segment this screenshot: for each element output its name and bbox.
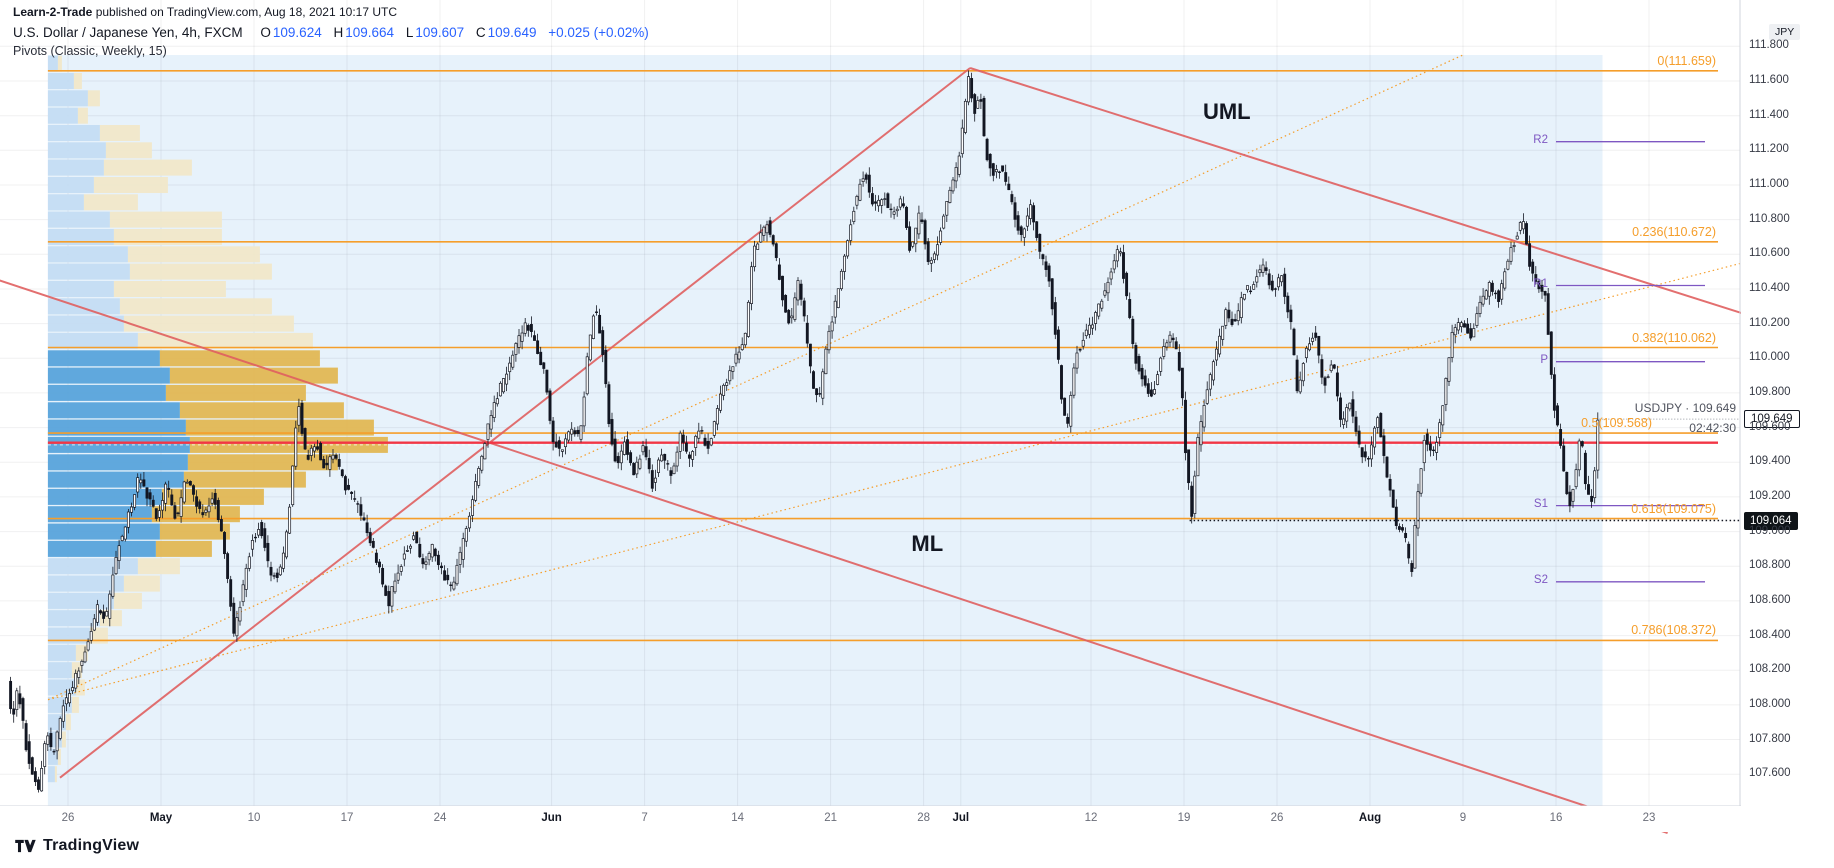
price-tick-label: 109.400 bbox=[1749, 455, 1791, 468]
close-value: 109.649 bbox=[487, 25, 537, 40]
open-label: O bbox=[260, 25, 271, 40]
close-label: C bbox=[475, 25, 486, 40]
price-tick-label: 110.000 bbox=[1749, 351, 1790, 364]
time-tick-label: 24 bbox=[433, 812, 447, 824]
price-line-price: 109.649 bbox=[1692, 401, 1736, 416]
price-tick-label: 111.600 bbox=[1749, 74, 1789, 86]
price-tick-label: 110.200 bbox=[1749, 316, 1790, 329]
time-tick-label: 26 bbox=[61, 812, 75, 824]
publish-bar: Learn-2-Trade published on TradingView.c… bbox=[13, 5, 397, 19]
publish-info: published on TradingView.com, Aug 18, 20… bbox=[92, 5, 398, 19]
symbol-legend: U.S. Dollar / Japanese Yen, 4h, FXCM O 10… bbox=[13, 25, 657, 40]
change-value: +0.025 (+0.02%) bbox=[548, 25, 649, 40]
price-scale[interactable]: JPY 109.064 109.649 111.800 111.600 111.40… bbox=[1741, 0, 1834, 832]
symbol-title: U.S. Dollar / Japanese Yen, 4h, FXCM bbox=[13, 25, 243, 40]
open-value: 109.624 bbox=[272, 25, 322, 40]
price-tick-label: 109.000 bbox=[1749, 524, 1791, 537]
low-label: L bbox=[405, 25, 414, 40]
footer: TradingView bbox=[14, 836, 139, 856]
price-line-label: USDJPY · 109.649 bbox=[1635, 401, 1736, 415]
price-tick-label: 108.400 bbox=[1749, 628, 1791, 641]
indicator-legend: Pivots (Classic, Weekly, 15) bbox=[13, 44, 167, 58]
price-tick-label: 111.400 bbox=[1749, 108, 1789, 121]
time-tick-label: 21 bbox=[824, 812, 837, 824]
price-tick-label: 109.200 bbox=[1749, 489, 1791, 502]
price-tick-label: 108.200 bbox=[1749, 663, 1791, 676]
footer-brand[interactable]: TradingView bbox=[43, 837, 140, 854]
time-tick-label: 9 bbox=[1459, 812, 1467, 824]
price-line-separator: · bbox=[1685, 401, 1690, 416]
time-tick-label: 28 bbox=[917, 812, 930, 824]
price-tick-label: 108.000 bbox=[1749, 697, 1791, 710]
price-tick-label: 108.600 bbox=[1749, 593, 1791, 606]
time-tick-label: Jul bbox=[952, 812, 970, 824]
low-value: 109.607 bbox=[415, 25, 465, 40]
time-tick-label: 10 bbox=[247, 812, 261, 824]
price-tick-label: 109.600 bbox=[1749, 420, 1791, 433]
last-price-tag: 109.649 bbox=[1744, 410, 1800, 429]
high-value: 109.664 bbox=[345, 25, 395, 40]
time-scale[interactable]: 26 May 10 17 24 Jun 7 14 21 28 Jul 12 19 26 Aug 9 16 23 bbox=[0, 806, 1834, 832]
time-tick-label: 7 bbox=[641, 812, 648, 824]
black-price-tag: 109.064 bbox=[1744, 511, 1798, 530]
bar-countdown: 02:42:30 bbox=[1689, 421, 1736, 436]
time-tick-label: 19 bbox=[1177, 812, 1191, 824]
price-tick-label: 107.600 bbox=[1749, 767, 1791, 780]
high-label: H bbox=[333, 25, 344, 40]
time-tick-label: 26 bbox=[1270, 812, 1284, 824]
price-tick-label: 111.000 bbox=[1749, 178, 1789, 190]
tradingview-logo-icon[interactable] bbox=[14, 836, 36, 856]
publish-author: Learn-2-Trade bbox=[13, 5, 93, 19]
time-tick-label: 23 bbox=[1642, 812, 1656, 824]
time-tick-label: Aug bbox=[1358, 812, 1382, 824]
time-tick-label: May bbox=[149, 812, 173, 824]
price-tick-label: 111.800 bbox=[1749, 39, 1789, 52]
price-tick-label: 107.800 bbox=[1749, 732, 1791, 745]
time-tick-label: 16 bbox=[1549, 812, 1563, 824]
price-tick-label: 108.800 bbox=[1749, 559, 1791, 572]
time-tick-label: 14 bbox=[731, 812, 744, 824]
time-tick-label: 17 bbox=[340, 812, 354, 824]
time-tick-label: Jun bbox=[541, 812, 562, 824]
price-tick-label: 110.600 bbox=[1749, 247, 1790, 260]
price-line-symbol: USDJPY bbox=[1634, 401, 1682, 416]
price-tick-label: 111.200 bbox=[1749, 143, 1789, 156]
price-tick-label: 110.400 bbox=[1749, 282, 1790, 294]
price-tick-label: 109.800 bbox=[1749, 385, 1791, 398]
price-tick-label: 110.800 bbox=[1749, 212, 1790, 225]
time-tick-label: 12 bbox=[1084, 812, 1098, 824]
currency-chip[interactable]: JPY bbox=[1769, 24, 1801, 40]
